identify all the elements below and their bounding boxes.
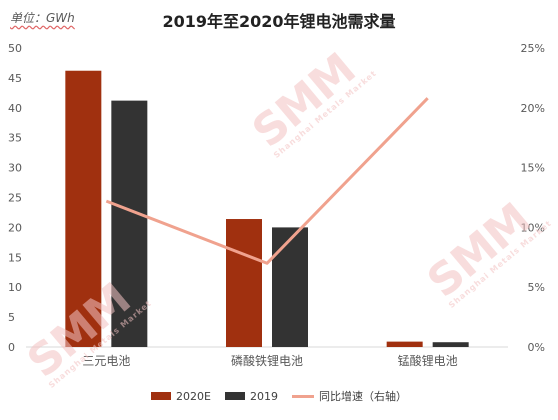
- y-tick-label-left: 25: [8, 192, 22, 205]
- y-tick-label-right: 0%: [528, 341, 545, 354]
- bar: [226, 219, 262, 347]
- legend-item-growth: 同比增速（右轴）: [291, 388, 407, 404]
- legend-swatch: [291, 394, 314, 398]
- y-tick-label-right: 5%: [528, 281, 545, 294]
- growth-line: [105, 97, 429, 265]
- y-tick-label-right: 15%: [521, 162, 545, 175]
- y-tick-label-right: 10%: [521, 221, 545, 234]
- bar: [432, 342, 469, 347]
- bar: [65, 70, 102, 347]
- y-tick-label-right: 20%: [521, 102, 545, 115]
- y-tick-label-left: 15: [8, 251, 22, 264]
- bar: [111, 100, 148, 348]
- unit-label: 单位：GWh: [10, 11, 75, 25]
- legend-label: 2019: [249, 389, 278, 403]
- legend-item-2019: 2019: [224, 389, 278, 403]
- x-tick-label: 锰酸锂电池: [398, 353, 458, 368]
- y-tick-label-left: 50: [8, 42, 22, 55]
- y-tick-label-left: 30: [8, 162, 22, 175]
- y-tick-label-right: 25%: [521, 42, 545, 55]
- x-tick-label: 磷酸铁锂电池: [231, 353, 303, 368]
- legend-label: 同比增速（右轴）: [318, 390, 407, 403]
- legend-swatch: [151, 392, 172, 400]
- y-tick-label-left: 35: [8, 132, 22, 145]
- legend: 2020E 2019 同比增速（右轴）: [0, 388, 558, 404]
- legend-item-2020e: 2020E: [151, 390, 211, 403]
- x-tick-label: 三元电池: [82, 354, 130, 368]
- bar: [386, 341, 423, 347]
- legend-swatch: [224, 392, 245, 400]
- y-tick-label-left: 40: [8, 102, 22, 115]
- y-tick-label-left: 5: [8, 311, 15, 324]
- y-tick-label-left: 20: [8, 221, 22, 234]
- chart-title: 2019年至2020年锂电池需求量: [162, 12, 396, 31]
- y-tick-label-left: 10: [8, 281, 22, 294]
- legend-label: 2020E: [176, 389, 211, 403]
- bar: [272, 227, 308, 347]
- y-tick-label-left: 0: [8, 341, 15, 354]
- y-tick-label-left: 45: [8, 72, 22, 85]
